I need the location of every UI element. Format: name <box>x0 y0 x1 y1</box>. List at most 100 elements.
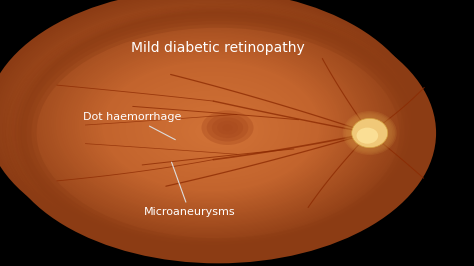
Ellipse shape <box>65 38 353 210</box>
Ellipse shape <box>183 111 248 151</box>
Ellipse shape <box>188 114 245 148</box>
Ellipse shape <box>0 0 420 249</box>
Ellipse shape <box>116 70 308 185</box>
Ellipse shape <box>83 50 336 201</box>
Ellipse shape <box>217 121 238 135</box>
Ellipse shape <box>162 98 267 161</box>
Ellipse shape <box>37 21 377 224</box>
Ellipse shape <box>11 5 400 237</box>
Ellipse shape <box>63 37 355 211</box>
Ellipse shape <box>144 87 283 171</box>
Ellipse shape <box>97 58 324 194</box>
Ellipse shape <box>151 91 277 167</box>
Ellipse shape <box>0 0 414 245</box>
Ellipse shape <box>7 2 403 239</box>
Ellipse shape <box>51 30 365 217</box>
Ellipse shape <box>0 0 410 243</box>
Ellipse shape <box>92 55 328 196</box>
Ellipse shape <box>39 22 375 223</box>
Ellipse shape <box>202 123 232 141</box>
Ellipse shape <box>25 14 387 230</box>
Ellipse shape <box>118 71 306 183</box>
Ellipse shape <box>123 74 301 181</box>
Ellipse shape <box>141 86 285 172</box>
Ellipse shape <box>46 27 369 220</box>
Ellipse shape <box>207 126 228 139</box>
Ellipse shape <box>347 115 392 151</box>
Ellipse shape <box>2 0 408 242</box>
Ellipse shape <box>213 130 222 135</box>
Ellipse shape <box>160 97 269 162</box>
Ellipse shape <box>356 128 378 144</box>
Ellipse shape <box>14 7 397 236</box>
Ellipse shape <box>209 127 226 138</box>
Ellipse shape <box>76 45 342 204</box>
Ellipse shape <box>48 28 367 218</box>
Ellipse shape <box>192 117 240 146</box>
Text: Microaneurysms: Microaneurysms <box>144 162 236 218</box>
Ellipse shape <box>212 117 243 138</box>
Ellipse shape <box>167 101 263 159</box>
Ellipse shape <box>35 19 379 226</box>
Ellipse shape <box>128 77 298 179</box>
Ellipse shape <box>216 132 220 134</box>
Ellipse shape <box>139 84 287 173</box>
Ellipse shape <box>55 32 361 215</box>
Ellipse shape <box>21 11 392 232</box>
Ellipse shape <box>0 0 411 244</box>
Ellipse shape <box>344 112 395 154</box>
Ellipse shape <box>130 78 295 177</box>
Ellipse shape <box>9 4 401 238</box>
Ellipse shape <box>179 109 253 153</box>
Ellipse shape <box>352 118 388 148</box>
Ellipse shape <box>185 113 246 149</box>
Ellipse shape <box>23 12 389 231</box>
Text: Dot haemorrhage: Dot haemorrhage <box>83 112 182 140</box>
Ellipse shape <box>95 57 326 195</box>
Ellipse shape <box>109 65 314 188</box>
Ellipse shape <box>90 54 330 197</box>
Ellipse shape <box>135 81 292 175</box>
Ellipse shape <box>0 3 436 263</box>
Ellipse shape <box>207 114 248 142</box>
Ellipse shape <box>18 10 393 234</box>
Ellipse shape <box>204 124 230 140</box>
Ellipse shape <box>181 110 251 152</box>
Ellipse shape <box>0 0 418 248</box>
Ellipse shape <box>67 40 350 209</box>
Ellipse shape <box>16 8 395 235</box>
Ellipse shape <box>74 44 345 206</box>
Ellipse shape <box>53 31 363 216</box>
Ellipse shape <box>88 53 332 198</box>
Ellipse shape <box>222 124 233 131</box>
Ellipse shape <box>86 51 334 200</box>
Ellipse shape <box>146 89 281 169</box>
Ellipse shape <box>137 83 289 174</box>
Ellipse shape <box>197 120 237 144</box>
Ellipse shape <box>32 18 381 227</box>
Ellipse shape <box>72 43 346 207</box>
Ellipse shape <box>60 35 356 213</box>
Ellipse shape <box>4 1 406 241</box>
Ellipse shape <box>346 114 394 152</box>
Ellipse shape <box>81 48 338 202</box>
Ellipse shape <box>58 34 359 214</box>
Ellipse shape <box>0 0 422 250</box>
Ellipse shape <box>42 24 373 222</box>
Ellipse shape <box>153 93 275 166</box>
Ellipse shape <box>200 122 234 142</box>
Ellipse shape <box>27 15 385 229</box>
Ellipse shape <box>69 41 348 208</box>
Ellipse shape <box>100 60 322 193</box>
Ellipse shape <box>169 103 261 157</box>
Ellipse shape <box>30 17 383 228</box>
Text: Mild diabetic retinopathy: Mild diabetic retinopathy <box>131 41 305 55</box>
Ellipse shape <box>132 80 293 176</box>
Ellipse shape <box>148 90 279 168</box>
Ellipse shape <box>104 63 318 190</box>
Ellipse shape <box>343 111 397 155</box>
Ellipse shape <box>107 64 316 189</box>
Ellipse shape <box>174 106 257 155</box>
Ellipse shape <box>158 96 271 163</box>
Ellipse shape <box>211 129 224 136</box>
